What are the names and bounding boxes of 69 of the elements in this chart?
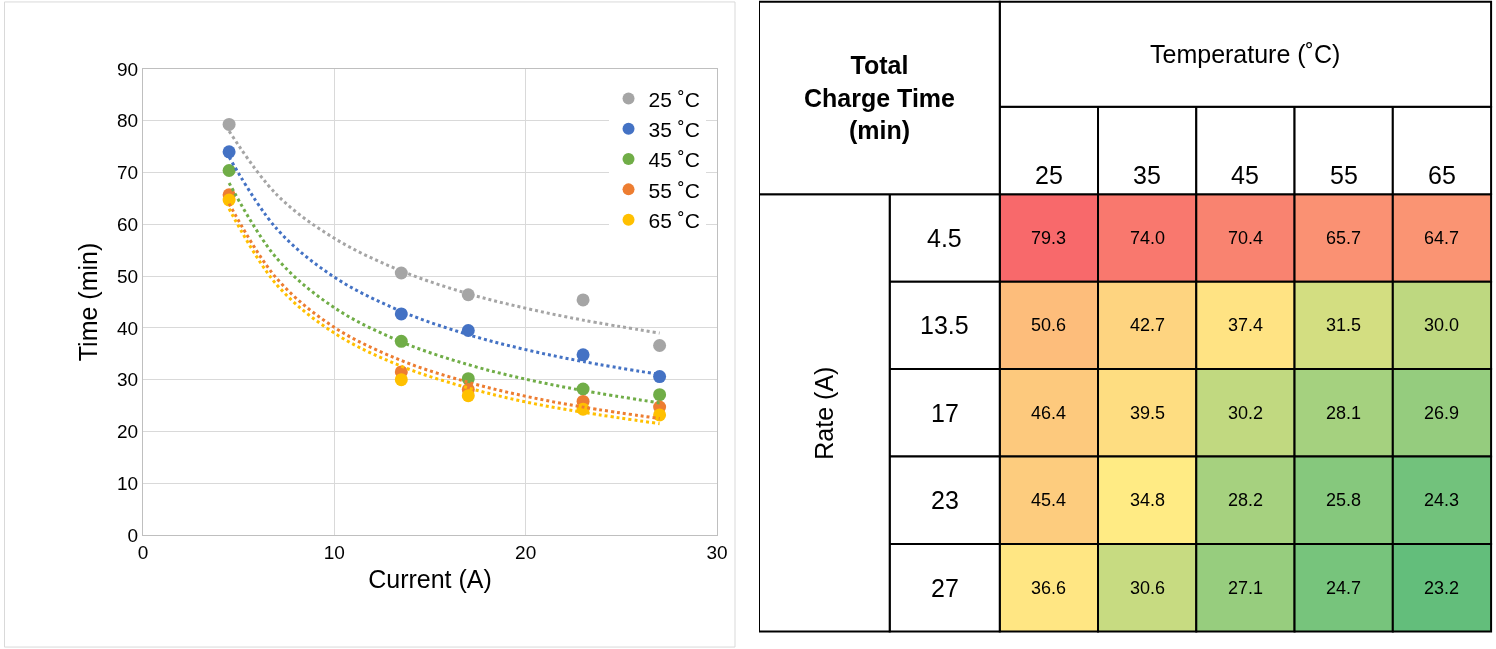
x-tick-label: 30 — [706, 541, 728, 563]
y-tick-label: 20 — [117, 421, 139, 443]
data-label: 50.6 — [1031, 315, 1067, 335]
legend-label: 45 ˚C — [648, 148, 700, 172]
y-tick-label: 80 — [117, 110, 139, 132]
x-tick-label: 45 — [1231, 161, 1259, 189]
data-label: 45.4 — [1031, 490, 1067, 510]
y-axis-title: Time (min) — [73, 242, 102, 362]
y-tick-label: 50 — [117, 265, 139, 287]
point — [653, 408, 667, 422]
x-tick-label: 65 — [1428, 161, 1456, 189]
point — [576, 348, 590, 362]
data-label: 79.3 — [1031, 228, 1067, 248]
point — [653, 370, 667, 384]
data-label: 36.6 — [1031, 578, 1067, 598]
legend-label: 65 ˚C — [648, 208, 700, 232]
y-tick-label: 13.5 — [920, 311, 969, 339]
data-label: 39.5 — [1130, 403, 1166, 423]
x-tick-label: 20 — [515, 541, 537, 563]
y-tick-label: 10 — [117, 472, 139, 494]
x-tick-label: 35 — [1133, 161, 1161, 189]
data-label: 25.8 — [1326, 490, 1362, 510]
y-tick-label: 27 — [931, 574, 959, 602]
data-label: 30.2 — [1228, 403, 1264, 423]
data-label: 26.9 — [1424, 403, 1460, 423]
data-label: 28.1 — [1326, 403, 1362, 423]
legend-label: 55 ˚C — [648, 178, 700, 202]
point — [222, 145, 236, 159]
data-label: 74.0 — [1130, 228, 1166, 248]
x-tick-label: 10 — [323, 541, 345, 563]
data-label: 64.7 — [1424, 228, 1460, 248]
y-tick-label: 90 — [117, 58, 139, 80]
legend-label: 35 ˚C — [648, 117, 700, 141]
data-label: 34.8 — [1130, 490, 1166, 510]
x-tick-label: 55 — [1330, 161, 1358, 189]
data-label: 31.5 — [1326, 315, 1362, 335]
y-tick-label: 60 — [117, 213, 139, 235]
x-axis-title: Current (A) — [368, 564, 492, 593]
y-tick-label: 17 — [931, 399, 959, 427]
data-label: 65.7 — [1326, 228, 1362, 248]
y-tick-label: 70 — [117, 162, 139, 184]
data-label: 24.7 — [1326, 578, 1362, 598]
data-label: 42.7 — [1130, 315, 1166, 335]
chart-title: Total Charge Time (min) — [804, 51, 956, 144]
point — [222, 163, 236, 177]
data-label: 28.2 — [1228, 490, 1264, 510]
point — [653, 388, 667, 402]
y-axis-title: Rate (A) — [810, 366, 839, 460]
legend-label: 25 ˚C — [648, 87, 700, 111]
y-tick-label: 30 — [117, 369, 139, 391]
y-tick-label: 40 — [117, 317, 139, 339]
point — [461, 389, 475, 403]
data-label: 23.2 — [1424, 578, 1460, 598]
data-label: 30.0 — [1424, 315, 1460, 335]
point — [222, 117, 236, 131]
x-tick-label: 25 — [1035, 161, 1063, 189]
data-label: 70.4 — [1228, 228, 1264, 248]
point — [653, 338, 667, 352]
data-label: 27.1 — [1228, 578, 1264, 598]
y-tick-label: 0 — [127, 524, 139, 546]
point — [394, 373, 408, 387]
data-label: 30.6 — [1130, 578, 1166, 598]
y-tick-label: 23 — [931, 486, 959, 514]
y-tick-label: 4.5 — [927, 224, 962, 252]
point — [576, 293, 590, 307]
data-label: 24.3 — [1424, 490, 1460, 510]
data-label: 46.4 — [1031, 403, 1067, 423]
data-label: 37.4 — [1228, 315, 1264, 335]
x-axis-title: Temperature (˚C) — [1150, 40, 1341, 68]
